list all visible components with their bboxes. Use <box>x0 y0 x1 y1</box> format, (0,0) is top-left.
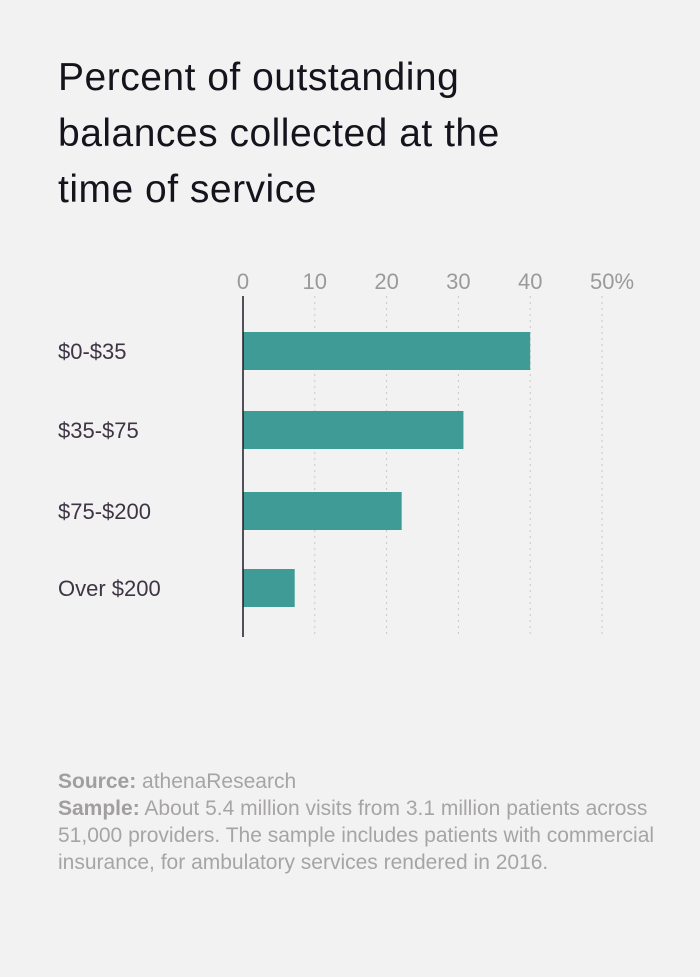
category-label: $35-$75 <box>58 418 139 443</box>
source-label: Source: <box>58 770 137 793</box>
sample-value: About 5.4 million visits from 3.1 millio… <box>58 797 655 874</box>
category-label: Over $200 <box>58 576 161 601</box>
x-tick-label: 20 <box>374 269 398 294</box>
title-line: Percent of outstanding <box>58 56 460 99</box>
chart-title: Percent of outstanding balances collecte… <box>58 50 658 218</box>
bar <box>243 492 402 530</box>
title-line: balances collected at the <box>58 112 500 155</box>
x-tick-label: 30 <box>446 269 470 294</box>
bar-chart: 0 10 20 30 40 50% $0-$35 $35-$75 $75-$200 Over $2… <box>58 269 634 637</box>
x-tick-label: 40 <box>518 269 542 294</box>
title-line: time of service <box>58 168 317 211</box>
sample-note: Sample: About 5.4 million visits from 3.… <box>58 795 658 876</box>
source-note: Source: athenaResearch <box>58 768 658 795</box>
category-label: $75-$200 <box>58 499 151 524</box>
x-tick-label: 10 <box>303 269 327 294</box>
bar <box>243 569 295 607</box>
x-tick-label: 50% <box>590 269 634 294</box>
x-tick-label: 0 <box>237 269 249 294</box>
bar <box>243 332 531 370</box>
sample-label: Sample: <box>58 797 140 820</box>
category-label: $0-$35 <box>58 339 127 364</box>
source-value: athenaResearch <box>142 770 297 793</box>
bar <box>243 411 464 449</box>
chart-footer: Source: athenaResearch Sample: About 5.4… <box>58 768 658 876</box>
